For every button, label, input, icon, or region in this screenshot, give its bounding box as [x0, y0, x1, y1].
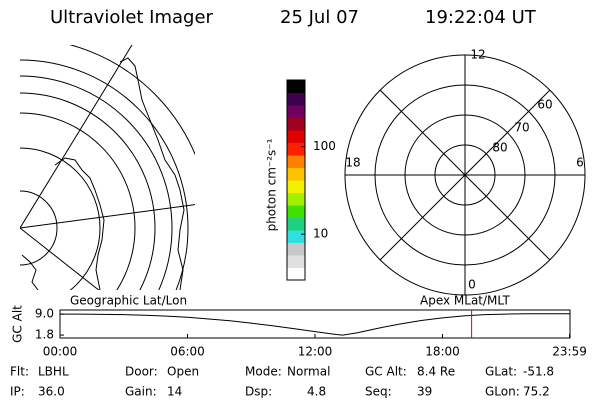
colorbar-swatch: [287, 117, 305, 131]
date: 25 Jul 07: [280, 7, 359, 28]
mlt-label: 0: [468, 278, 476, 292]
instrument: Ultraviolet Imager: [50, 7, 214, 28]
info-value: -51.8: [523, 365, 554, 379]
panel-title: Apex MLat/MLT: [420, 294, 510, 308]
info-label: GLon:: [485, 385, 520, 399]
colorbar-swatch: [287, 205, 305, 218]
colorbar-swatch: [287, 242, 305, 256]
colorbar-swatch: [287, 167, 305, 181]
colorbar-swatch: [287, 130, 305, 143]
info-label: GC Alt:: [365, 365, 407, 379]
colorbar-swatch: [287, 267, 305, 281]
x-tick-label: 23:59: [552, 345, 587, 359]
info-label: Seq:: [365, 385, 392, 399]
info-label: Dsp:: [245, 385, 272, 399]
info-label: Flt:: [10, 365, 29, 379]
colorbar-swatch: [287, 217, 305, 231]
x-tick-label: 06:00: [170, 345, 205, 359]
colorbar-swatch: [287, 80, 305, 93]
x-tick-label: 18:00: [425, 345, 460, 359]
info-label: Door:: [125, 365, 158, 379]
info-value: 8.4 Re: [417, 365, 455, 379]
info-value: LBHL: [38, 365, 69, 379]
info-label: Gain:: [125, 385, 157, 399]
polar-grid: [344, 54, 586, 296]
lat-label: 70: [514, 121, 529, 135]
x-tick-label: 00:00: [43, 345, 78, 359]
y-tick-label: 1.8: [35, 328, 54, 342]
info-label: IP:: [10, 385, 25, 399]
colorbar-swatch: [287, 180, 305, 193]
colorbar-swatch: [287, 142, 305, 156]
y-axis-label: GC Alt: [11, 305, 25, 343]
info-value: Open: [167, 365, 199, 379]
info-value: Normal: [287, 365, 330, 379]
info-label: Mode:: [245, 365, 282, 379]
colorbar-label: photon cm⁻²s⁻¹: [265, 138, 279, 231]
mlt-label: 12: [470, 48, 485, 62]
mlt-label: 6: [576, 156, 584, 170]
mlt-label: 18: [345, 156, 360, 170]
colorbar-swatch: [287, 192, 305, 206]
lat-label: 80: [492, 141, 507, 155]
time: 19:22:04 UT: [425, 7, 537, 28]
colorbar: [286, 79, 306, 281]
geo-map: [20, 45, 195, 290]
colorbar-tick-label: 100: [313, 139, 336, 153]
colorbar-swatch: [287, 255, 305, 268]
panel-title: Geographic Lat/Lon: [70, 294, 187, 308]
info-value: 36.0: [38, 385, 65, 399]
y-tick-label: 9.0: [35, 307, 54, 321]
colorbar-frame: [286, 79, 306, 281]
x-tick-label: 12:00: [298, 345, 333, 359]
info-value: 4.8: [307, 385, 326, 399]
colorbar-swatch: [287, 105, 305, 118]
info-value: 75.2: [523, 385, 550, 399]
lat-label: 60: [537, 98, 552, 112]
info-value: 39: [417, 385, 432, 399]
info-label: GLat:: [485, 365, 517, 379]
colorbar-swatch: [287, 92, 305, 106]
altitude-line: [60, 313, 570, 336]
colorbar-swatch: [287, 155, 305, 168]
colorbar-tick-label: 10: [313, 227, 328, 241]
info-value: 14: [167, 385, 182, 399]
colorbar-swatch: [287, 230, 305, 243]
